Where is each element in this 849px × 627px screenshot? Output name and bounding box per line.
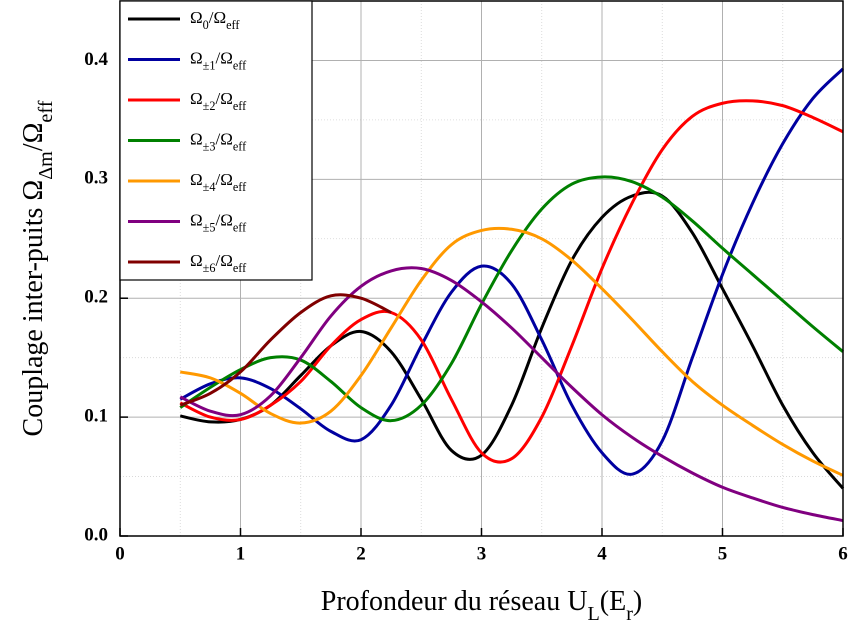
y-axis-label: Couplage inter-puits ΩΔm/Ωeff bbox=[18, 100, 56, 436]
legend-label: Ω±1/Ωeff bbox=[190, 48, 247, 72]
x-tick-label: 6 bbox=[838, 543, 848, 564]
x-tick-label: 0 bbox=[115, 543, 125, 564]
y-tick-label: 0.3 bbox=[84, 168, 108, 189]
legend-label: Ω±4/Ωeff bbox=[190, 170, 247, 194]
legend-label: Ω0/Ωeff bbox=[190, 8, 240, 32]
x-tick-label: 2 bbox=[356, 543, 366, 564]
legend-label: Ω±6/Ωeff bbox=[190, 251, 247, 275]
x-tick-label: 1 bbox=[236, 543, 246, 564]
y-tick-label: 0.2 bbox=[84, 287, 108, 308]
series-line bbox=[179, 226, 844, 477]
x-axis-label: Profondeur du réseau UL(Er) bbox=[321, 586, 643, 624]
legend-label: Ω±5/Ωeff bbox=[190, 210, 247, 234]
legend-label: Ω±2/Ωeff bbox=[190, 89, 247, 113]
y-tick-label: 0.1 bbox=[84, 405, 108, 426]
y-tick-label: 0.0 bbox=[84, 524, 108, 545]
series-line bbox=[179, 99, 844, 464]
legend-label: Ω±3/Ωeff bbox=[190, 129, 247, 153]
series-line bbox=[179, 293, 392, 407]
series-line bbox=[179, 67, 845, 476]
series-line bbox=[179, 266, 844, 523]
series-line bbox=[179, 175, 844, 423]
x-tick-label: 5 bbox=[718, 543, 728, 564]
legend: Ω0/Ωeff Ω±1/Ωeff Ω±2/Ωeff Ω±3/Ωeff Ω±4/Ωeff Ω… bbox=[119, 0, 313, 281]
y-tick-label: 0.4 bbox=[84, 49, 108, 70]
series-line bbox=[179, 190, 845, 490]
x-tick-label: 3 bbox=[477, 543, 487, 564]
x-tick-label: 4 bbox=[597, 543, 607, 564]
